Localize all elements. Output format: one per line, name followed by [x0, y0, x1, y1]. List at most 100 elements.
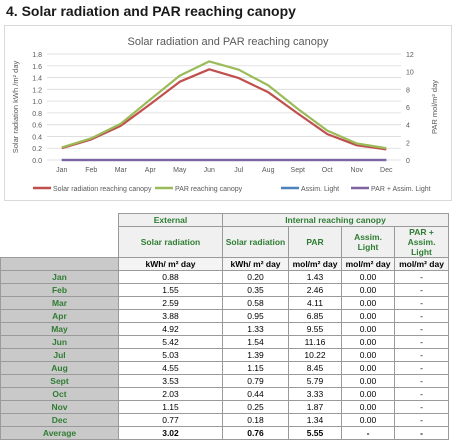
y-right-tick-label: 10 [406, 70, 414, 77]
table-cell: 1.55 [118, 283, 223, 297]
column-unit: kWh/ m² day [118, 257, 223, 271]
row-label: Mar [0, 296, 119, 310]
table-cell: 3.88 [118, 309, 223, 323]
table-cell: - [394, 426, 449, 440]
table-cell: 1.43 [288, 270, 342, 284]
table-cell: - [341, 426, 395, 440]
x-tick-label: May [173, 167, 187, 174]
column-header: Solar radiation [222, 226, 289, 258]
column-unit: mol/m² day [288, 257, 342, 271]
table-cell: 0.58 [222, 296, 289, 310]
y-axis-label: Solar radiation kWh /m² day [11, 60, 20, 153]
table-cell: 6.85 [288, 309, 342, 323]
y-tick-label: 0.2 [32, 146, 42, 153]
table-cell: 1.34 [288, 413, 342, 427]
table-cell: 0.00 [341, 335, 395, 349]
y-right-axis-label: PAR mol/m² day [430, 80, 439, 134]
table-cell: - [394, 335, 449, 349]
table-cell: 0.00 [341, 348, 395, 362]
table-row: Mar 2.59 0.58 4.11 0.00- [0, 296, 449, 310]
table-cell: - [394, 309, 449, 323]
row-label: Oct [0, 387, 119, 401]
x-tick-label: Mar [115, 167, 128, 174]
table-cell: 0.35 [222, 283, 289, 297]
table-cell: 10.22 [288, 348, 342, 362]
table-cell: 0.95 [222, 309, 289, 323]
legend-label: Solar radiation reaching canopy [53, 186, 152, 193]
table-cell: - [394, 283, 449, 297]
x-tick-label: Dec [380, 167, 393, 174]
x-tick-label: Oct [322, 167, 333, 174]
row-label: Feb [0, 283, 119, 297]
row-label: Jul [0, 348, 119, 362]
table-cell: 0.76 [222, 426, 289, 440]
table-cell: - [394, 270, 449, 284]
table-cell: 1.15 [222, 361, 289, 375]
table-row: Aug 4.55 1.15 8.45 0.00- [0, 361, 449, 375]
column-unit: kWh/ m² day [222, 257, 289, 271]
x-tick-label: Jul [234, 167, 243, 174]
table-cell: 0.00 [341, 283, 395, 297]
y-tick-label: 0.6 [32, 123, 42, 130]
chart-container: Solar radiation and PAR reaching canopy 0… [4, 25, 452, 201]
table-cell: 0.00 [341, 387, 395, 401]
table-cell: 2.59 [118, 296, 223, 310]
table-cell: 1.39 [222, 348, 289, 362]
table-cell: 4.92 [118, 322, 223, 336]
table-cell: 0.00 [341, 400, 395, 414]
table-cell: 0.88 [118, 270, 223, 284]
table-cell: 3.02 [118, 426, 223, 440]
data-table: External Internal reaching canopy Solar ra… [0, 213, 449, 440]
table-cell: 5.03 [118, 348, 223, 362]
column-header: Solar radiation [118, 226, 223, 258]
table-units-row: kWh/ m² day kWh/ m² day mol/m² day mol/m² d… [0, 257, 449, 271]
table-row: Jun 5.42 1.54 11.16 0.00- [0, 335, 449, 349]
table-header-row: Solar radiation Solar radiation PAR Assim. … [1, 226, 449, 258]
table-cell: 0.44 [222, 387, 289, 401]
table-cell: 0.00 [341, 374, 395, 388]
table-cell: - [394, 374, 449, 388]
table-cell: 5.55 [288, 426, 342, 440]
table-cell: 0.79 [222, 374, 289, 388]
column-header: PAR [288, 226, 342, 258]
table-units-blank [0, 257, 119, 271]
table-cell: 8.45 [288, 361, 342, 375]
table-cell: 0.00 [341, 296, 395, 310]
row-label: Apr [0, 309, 119, 323]
column-header: PAR + Assim. Light [394, 226, 449, 258]
table-cell: 3.53 [118, 374, 223, 388]
line-chart: Solar radiation and PAR reaching canopy 0… [11, 36, 439, 193]
table-cell: 2.46 [288, 283, 342, 297]
table-cell: - [394, 322, 449, 336]
table-cell: 0.00 [341, 413, 395, 427]
y-right-tick-label: 0 [406, 158, 410, 165]
table-row: Jul 5.03 1.39 10.22 0.00- [0, 348, 449, 362]
table-cell: - [394, 361, 449, 375]
table-cell: 4.11 [288, 296, 342, 310]
y-right-tick-label: 12 [406, 52, 414, 59]
row-label: Dec [0, 413, 119, 427]
y-tick-label: 0.0 [32, 158, 42, 165]
row-label: May [0, 322, 119, 336]
legend-label: Assim. Light [301, 186, 339, 193]
group-header-external: External [118, 213, 223, 227]
row-label: Average [0, 426, 119, 440]
series-line-0 [61, 68, 387, 151]
table-cell: 0.18 [222, 413, 289, 427]
y-tick-label: 0.8 [32, 111, 42, 118]
column-unit: mol/m² day [341, 257, 395, 271]
column-unit: mol/m² day [394, 257, 449, 271]
x-tick-label: Feb [85, 167, 97, 174]
y-tick-label: 1.6 [32, 64, 42, 71]
table-row: Average 3.02 0.76 5.55- - [0, 426, 449, 440]
table-row: Oct 2.03 0.44 3.33 0.00- [0, 387, 449, 401]
table-cell: - [394, 296, 449, 310]
y-tick-label: 1.4 [32, 76, 42, 83]
table-row: Sept 3.53 0.79 5.79 0.00- [0, 374, 449, 388]
table-cell: 2.03 [118, 387, 223, 401]
table-row: Feb 1.55 0.35 2.46 0.00- [0, 283, 449, 297]
x-tick-label: Nov [351, 167, 364, 174]
table-cell: - [394, 387, 449, 401]
x-tick-label: Jan [56, 167, 67, 174]
column-header: Assim. Light [341, 226, 395, 258]
